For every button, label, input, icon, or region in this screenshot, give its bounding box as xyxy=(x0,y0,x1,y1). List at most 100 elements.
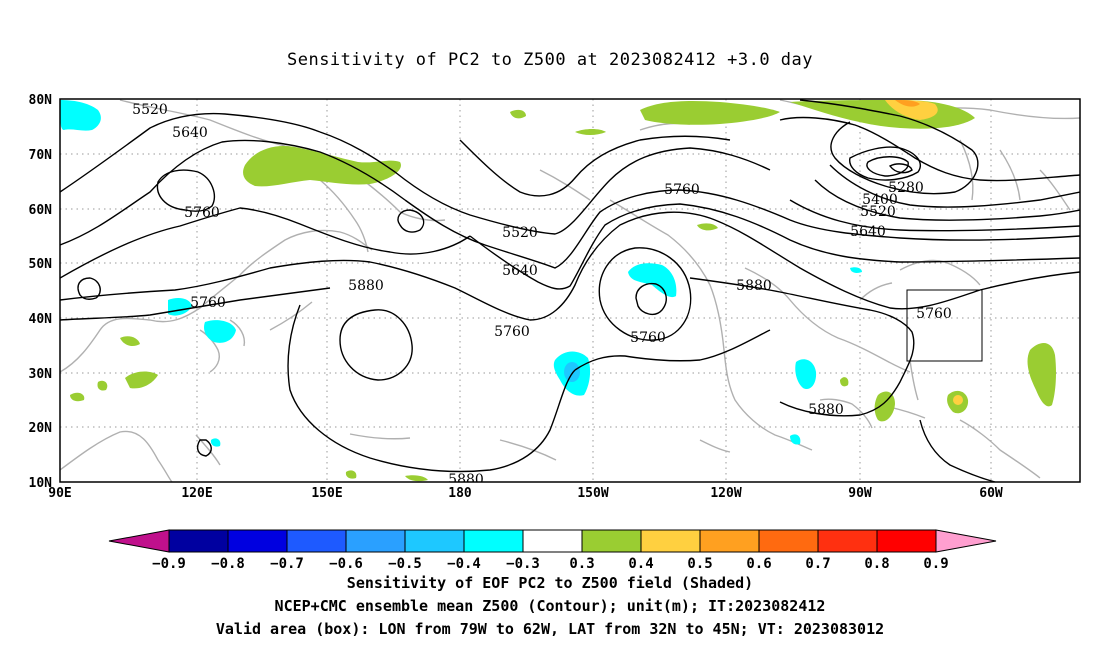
sensitivity-shading xyxy=(60,100,1056,482)
colorbar-extend-high xyxy=(935,529,997,553)
colorbar-label: −0.5 xyxy=(388,556,422,572)
contour-label: 5640 xyxy=(850,224,886,240)
lon-label: 120E xyxy=(181,486,212,501)
colorbar-extend-low xyxy=(108,529,170,553)
shade-negative-central xyxy=(790,434,801,445)
shade-positive-atlantic xyxy=(1027,343,1056,407)
lat-label: 50N xyxy=(29,257,53,272)
colorbar-label: −0.3 xyxy=(506,556,540,572)
lat-label: 80N xyxy=(29,93,53,108)
colorbar-label: 0.3 xyxy=(569,556,594,572)
shade-positive-china4 xyxy=(97,380,108,391)
map-grid xyxy=(60,99,1080,482)
lat-label: 70N xyxy=(29,148,53,163)
lon-label: 60W xyxy=(979,486,1003,501)
colorbar-label: −0.9 xyxy=(152,556,186,572)
contour-labels: 5520 5640 5760 5760 5880 5760 5520 5640 … xyxy=(132,102,952,488)
shade-negative-arctic-west xyxy=(60,100,101,131)
shade-negative-mexico xyxy=(795,359,817,390)
colorbar-label: 0.9 xyxy=(923,556,948,572)
contour-label: 5640 xyxy=(172,125,208,141)
contour-label: 5880 xyxy=(448,472,484,488)
shade-positive-north xyxy=(640,100,780,125)
contour-label: 5760 xyxy=(184,205,220,221)
shade-positive-small1 xyxy=(510,109,526,119)
caption-valid-area: Valid area (box): LON from 79W to 62W, L… xyxy=(215,620,885,638)
shade-negative-small xyxy=(850,267,862,273)
shade-positive-kamchatka xyxy=(243,145,401,187)
contour-label: 5760 xyxy=(916,306,952,322)
colorbar-label: 0.7 xyxy=(805,556,830,572)
shade-positive-mexico xyxy=(840,377,849,387)
colorbar-segment xyxy=(168,529,229,553)
colorbar-segment xyxy=(581,529,642,553)
lon-label: 180 xyxy=(448,486,472,501)
contour-label: 5520 xyxy=(132,102,168,118)
shade-negative-small2 xyxy=(210,438,221,447)
contour-label: 5640 xyxy=(502,263,538,279)
lon-label: 90E xyxy=(48,486,71,501)
contour-label: 5880 xyxy=(736,278,772,294)
caption-contour: NCEP+CMC ensemble mean Z500 (Contour); u… xyxy=(274,597,826,615)
contour-label: 5760 xyxy=(630,330,666,346)
colorbar-segment xyxy=(404,529,465,553)
shade-positive-small3 xyxy=(697,223,718,231)
lat-label: 40N xyxy=(29,312,53,327)
colorbar-label: −0.4 xyxy=(447,556,481,572)
x-axis-labels: 90E 120E 150E 180 150W 120W 90W 60W xyxy=(48,486,1003,501)
shade-negative-japan xyxy=(204,320,236,343)
colorbar-segment xyxy=(227,529,288,553)
shade-positive-gulf xyxy=(874,391,895,422)
z500-contours xyxy=(60,99,1080,482)
lat-label: 20N xyxy=(29,421,53,436)
colorbar: −0.9 −0.8 −0.7 −0.6 −0.5 −0.4 −0.3 0.3 0.4 0.5 0.6… xyxy=(108,529,997,572)
shade-positive-pacific1 xyxy=(345,470,357,479)
shade-warm-arctic xyxy=(885,100,938,120)
colorbar-label: 0.5 xyxy=(687,556,712,572)
map-frame xyxy=(59,98,1081,483)
lon-label: 120W xyxy=(710,486,741,501)
contour-label: 5400 xyxy=(862,192,898,208)
colorbar-label: −0.7 xyxy=(270,556,304,572)
shade-neg-strong-pacific xyxy=(564,362,580,382)
contour-label: 5520 xyxy=(860,204,896,220)
caption-shading: Sensitivity of EOF PC2 to Z500 field (Sh… xyxy=(346,574,754,592)
colorbar-segment xyxy=(640,529,701,553)
coastlines xyxy=(60,99,1080,482)
shade-warm-bermuda xyxy=(953,395,963,405)
colorbar-segment xyxy=(699,529,760,553)
shade-positive-china2 xyxy=(120,336,140,346)
shade-positive-china3 xyxy=(70,392,85,402)
shade-negative-gulfalaska xyxy=(628,263,677,298)
contour-label: 5520 xyxy=(502,225,538,241)
lon-label: 150W xyxy=(577,486,608,501)
colorbar-segment xyxy=(522,529,583,553)
shade-positive-small2 xyxy=(575,129,606,135)
lat-label: 10N xyxy=(29,476,53,491)
colorbar-label: −0.8 xyxy=(211,556,245,572)
lon-label: 150E xyxy=(311,486,342,501)
colorbar-label: 0.6 xyxy=(746,556,771,572)
shade-positive-china1 xyxy=(125,371,158,389)
contour-label: 5760 xyxy=(664,182,700,198)
map-plot: 5520 5640 5760 5760 5880 5760 5520 5640 … xyxy=(59,98,1081,488)
colorbar-label: 0.4 xyxy=(628,556,653,572)
lon-label: 90W xyxy=(848,486,872,501)
shade-positive-pacific2 xyxy=(405,475,428,482)
y-axis-labels: 80N 70N 60N 50N 40N 30N 20N 10N xyxy=(29,93,53,491)
shade-warm-arctic2 xyxy=(895,100,920,107)
lat-label: 60N xyxy=(29,203,53,218)
valid-area-box xyxy=(906,289,983,362)
colorbar-segment xyxy=(345,529,406,553)
colorbar-label: −0.6 xyxy=(329,556,363,572)
colorbar-segment xyxy=(463,529,524,553)
contour-label: 5280 xyxy=(888,180,924,196)
colorbar-segment xyxy=(758,529,819,553)
contour-label: 5760 xyxy=(190,295,226,311)
colorbar-segment xyxy=(286,529,347,553)
contour-label: 5880 xyxy=(348,278,384,294)
contour-label: 5760 xyxy=(494,324,530,340)
colorbar-segment xyxy=(876,529,937,553)
lat-label: 30N xyxy=(29,367,53,382)
